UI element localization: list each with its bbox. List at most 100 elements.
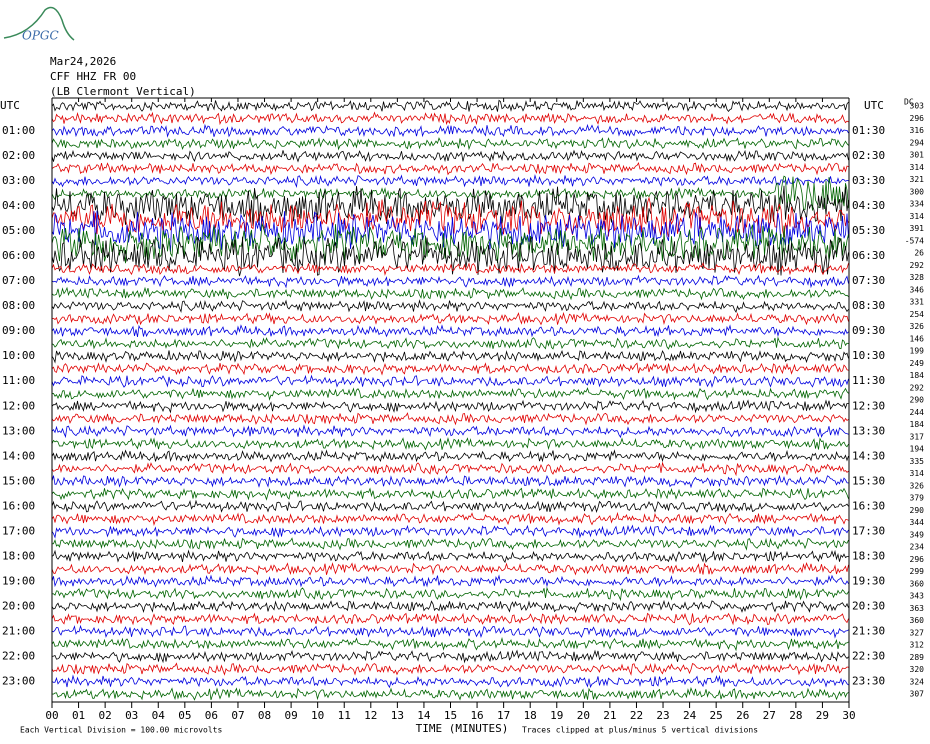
offset-label: 320 [910,665,925,674]
trace [51,274,849,289]
offset-label: 328 [910,273,925,282]
trace [51,412,849,426]
x-tick-label: 04 [152,709,166,722]
right-time-label: 19:30 [852,574,885,587]
offset-label: 324 [910,677,925,686]
left-time-label: 10:00 [2,349,35,362]
trace [51,549,849,564]
footer-clip: Traces clipped at plus/minus 5 vertical … [522,726,758,735]
trace [51,561,849,576]
x-tick-label: 13 [391,709,404,722]
x-tick-label: 14 [417,709,431,722]
trace [51,499,849,513]
left-time-label: 11:00 [2,374,35,387]
trace [51,449,849,463]
trace [51,399,849,414]
x-tick-label: 03 [125,709,138,722]
trace [51,349,849,364]
trace [51,286,849,301]
offset-label: 244 [910,408,925,417]
right-time-label: 03:30 [852,174,885,187]
left-time-label: 12:00 [2,399,35,412]
offset-label: 254 [910,310,925,319]
right-time-label: 17:30 [852,524,885,537]
left-time-label: 20:00 [2,599,35,612]
right-time-label: 08:30 [852,299,885,312]
x-tick-label: 19 [550,709,563,722]
offset-label: 321 [910,175,925,184]
left-time-label: 17:00 [2,524,35,537]
offset-label: 331 [910,298,925,307]
right-time-label: 05:30 [852,224,885,237]
offset-label: 184 [910,371,925,380]
trace [51,196,849,238]
right-time-label: 09:30 [852,324,885,337]
trace [51,336,849,350]
x-tick-label: 16 [470,709,483,722]
trace [51,311,849,326]
x-tick-label: 26 [736,709,749,722]
trace [51,175,849,211]
left-time-label: 21:00 [2,624,35,637]
offset-label: 294 [910,138,925,147]
offset-label: 317 [910,432,925,441]
right-time-label: 02:30 [852,149,885,162]
left-time-label: 04:00 [2,199,35,212]
right-time-label: 22:30 [852,649,885,662]
right-time-label: 07:30 [852,274,885,287]
x-tick-label: 00 [45,709,58,722]
offset-label: 296 [910,555,925,564]
trace [51,636,849,652]
header-station: CFF HHZ FR 00 [50,70,136,83]
left-time-label: 02:00 [2,149,35,162]
offset-label: 26 [914,249,924,258]
trace [51,161,849,176]
left-time-label: 18:00 [2,549,35,562]
offset-label: 314 [910,212,925,221]
right-time-label: 20:30 [852,599,885,612]
x-tick-label: 15 [444,709,457,722]
logo-text: OPGC [22,29,59,43]
left-time-label: 06:00 [2,249,35,262]
trace [51,222,849,264]
offset-label: 299 [910,567,925,576]
trace [51,437,849,451]
left-axis-title: UTC [0,99,20,112]
offset-label: 379 [910,494,925,503]
trace [51,474,849,489]
offset-label: 316 [910,126,925,135]
trace [51,574,849,588]
trace [51,99,849,113]
x-tick-label: 20 [577,709,590,722]
right-time-label: 14:30 [852,449,885,462]
offset-label: 303 [910,102,925,111]
logo-mark [3,6,75,41]
x-tick-label: 09 [284,709,297,722]
offset-label: 292 [910,383,925,392]
x-tick-label: 18 [524,709,537,722]
right-time-label: 04:30 [852,199,885,212]
offset-label: 326 [910,481,925,490]
left-time-label: 01:00 [2,124,35,137]
right-time-label: 11:30 [852,374,885,387]
x-tick-label: 21 [603,709,616,722]
offset-label: 292 [910,261,925,270]
trace [51,599,849,614]
x-tick-label: 12 [364,709,377,722]
x-tick-label: 02 [99,709,112,722]
offset-label: 199 [910,347,925,356]
x-tick-label: 01 [72,709,85,722]
trace [51,299,849,314]
offset-label: -574 [905,236,924,245]
right-time-label: 12:30 [852,399,885,412]
trace [51,461,849,477]
offset-label: 289 [910,653,925,662]
left-time-label: 05:00 [2,224,35,237]
offset-label: 334 [910,200,925,209]
offset-label: 363 [910,604,925,613]
offset-label: 146 [910,334,925,343]
offset-label: 249 [910,359,925,368]
offset-label: 234 [910,543,925,552]
x-tick-label: 06 [205,709,218,722]
left-time-label: 16:00 [2,499,35,512]
